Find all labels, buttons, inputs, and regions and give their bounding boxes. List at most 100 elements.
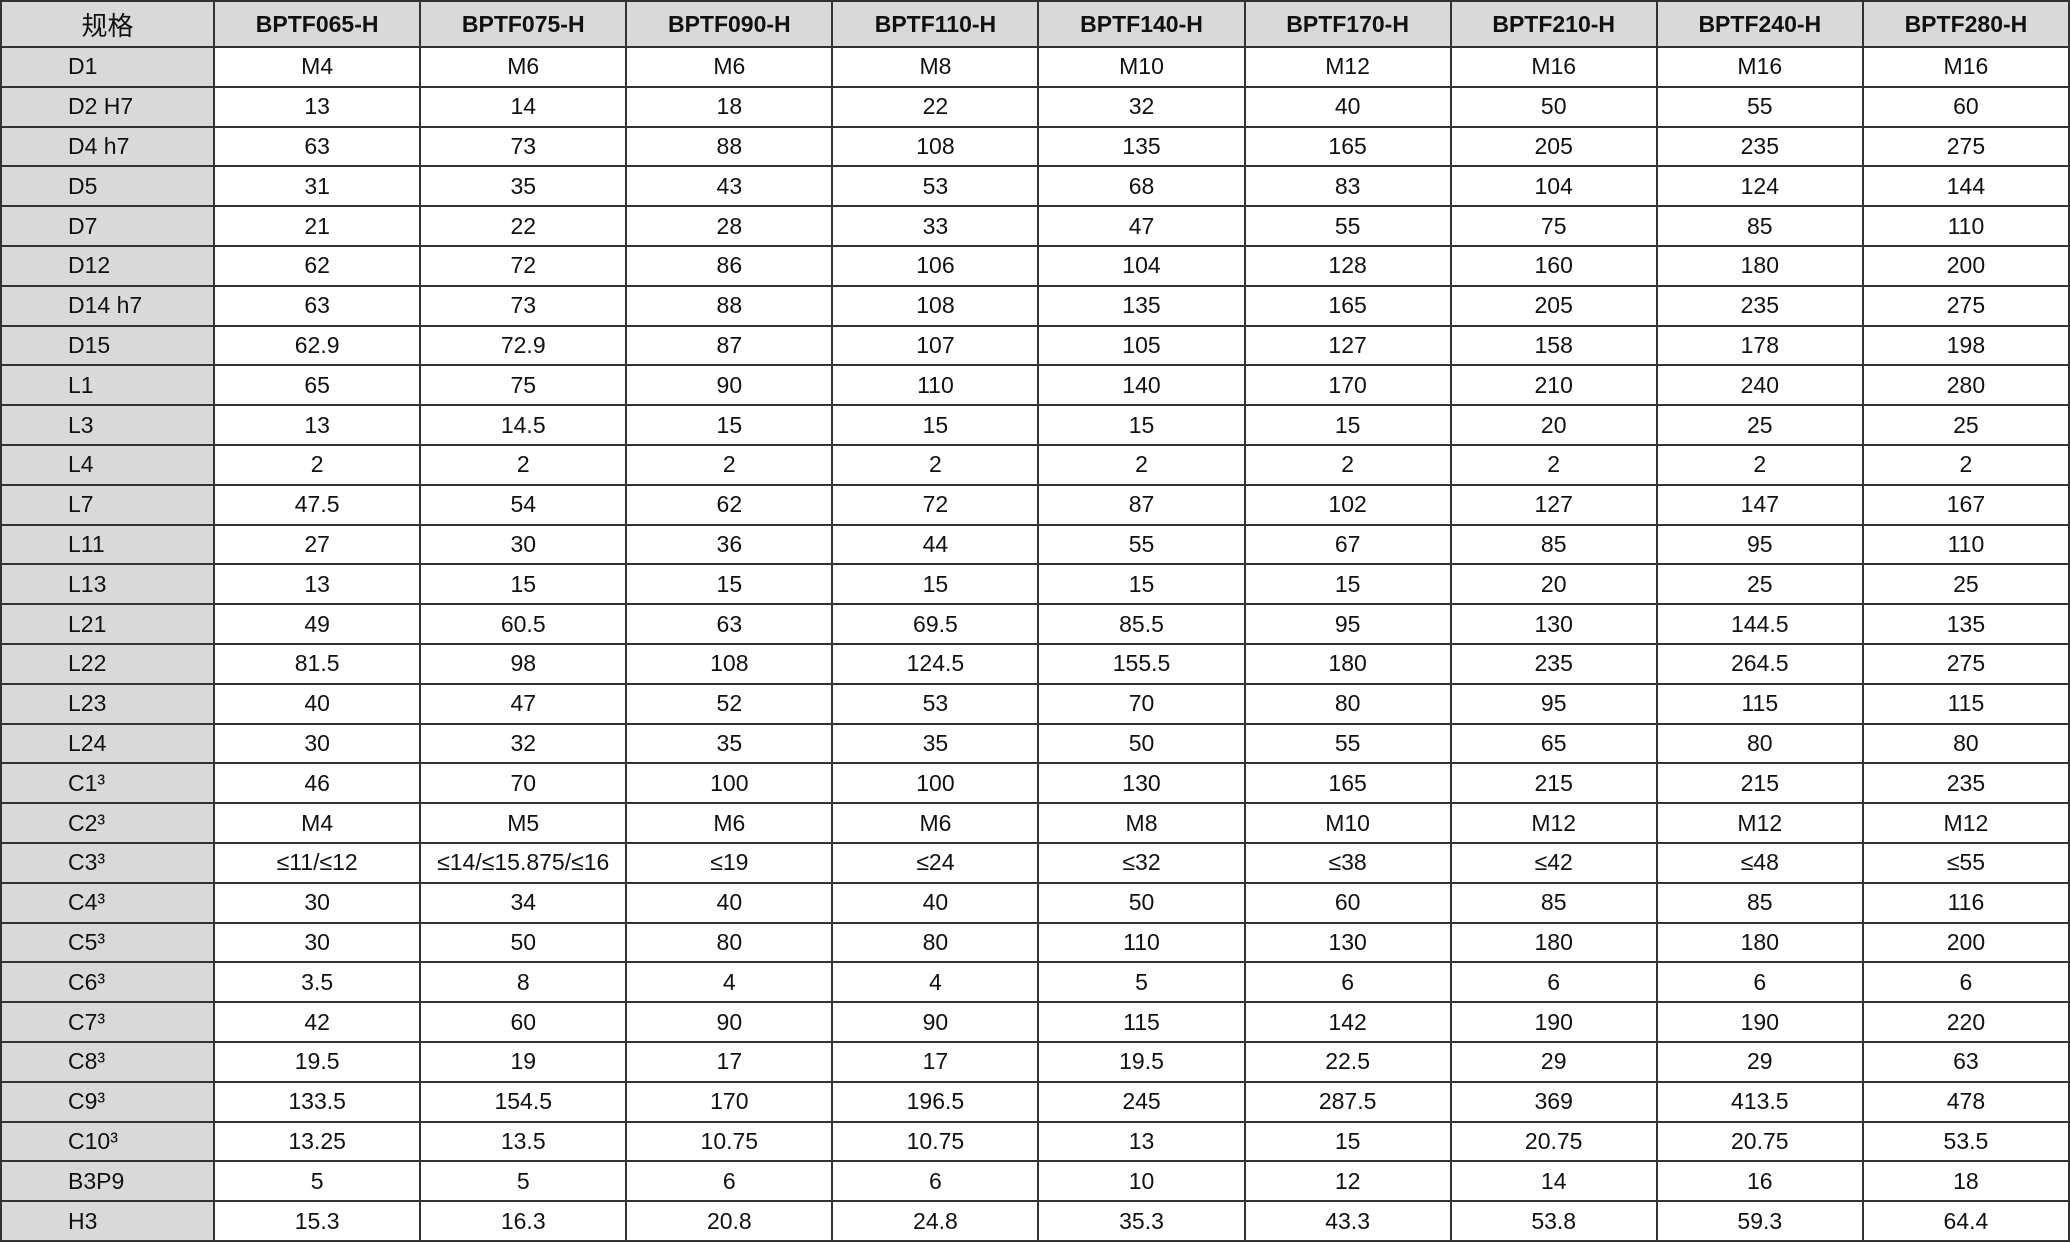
table-cell: 17	[831, 1040, 1040, 1083]
table-cell: 210	[1449, 364, 1658, 407]
table-cell: 65	[1449, 722, 1658, 765]
table-cell: 13.25	[213, 1120, 422, 1163]
table-cell: 2	[1243, 443, 1452, 486]
table-cell: 158	[1449, 324, 1658, 367]
table-cell: 105	[1037, 324, 1246, 367]
table-cell: 15.3	[213, 1200, 422, 1242]
row-label: L21	[0, 603, 216, 645]
table-cell: ≤55	[1861, 841, 2070, 884]
table-cell: 15	[1243, 563, 1452, 606]
table-cell: 25	[1655, 563, 1864, 606]
table-cell: 4	[831, 961, 1040, 1004]
table-cell: 19.5	[1037, 1040, 1246, 1083]
row-label: H3	[0, 1200, 216, 1242]
table-cell: 35	[419, 165, 628, 208]
table-cell: 180	[1655, 921, 1864, 964]
table-cell: 35	[831, 722, 1040, 765]
row-label: L4	[0, 443, 216, 486]
row-label: C6³	[0, 961, 216, 1004]
table-cell: 85	[1655, 881, 1864, 924]
table-cell: 280	[1861, 364, 2070, 407]
table-cell: ≤19	[625, 841, 834, 884]
table-row: L1 65 75 90 110 140 170 210 240 280	[0, 364, 2070, 407]
table-cell: 235	[1655, 125, 1864, 168]
table-cell: M6	[625, 802, 834, 844]
table-cell: 70	[1037, 682, 1246, 725]
table-cell: 215	[1449, 762, 1658, 805]
table-cell: 69.5	[831, 603, 1040, 645]
table-cell: 478	[1861, 1080, 2070, 1123]
table-cell: 81.5	[213, 642, 422, 685]
table-cell: 124	[1655, 165, 1864, 208]
corner-header: 规格	[0, 0, 216, 48]
table-row: C6³ 3.5 8 4 4 5 6 6 6 6	[0, 961, 2070, 1004]
row-label: L7	[0, 483, 216, 526]
table-cell: 98	[419, 642, 628, 685]
table-cell: 87	[625, 324, 834, 367]
table-cell: M12	[1449, 802, 1658, 844]
table-cell: M5	[419, 802, 628, 844]
table-cell: 235	[1449, 642, 1658, 685]
table-cell: 275	[1861, 284, 2070, 327]
table-cell: 55	[1037, 523, 1246, 566]
table-cell: 28	[625, 205, 834, 247]
table-cell: 220	[1861, 1001, 2070, 1043]
table-cell: 40	[213, 682, 422, 725]
table-cell: M6	[831, 802, 1040, 844]
table-cell: 90	[831, 1001, 1040, 1043]
table-cell: 10.75	[625, 1120, 834, 1163]
table-cell: 6	[831, 1160, 1040, 1203]
table-cell: M4	[213, 46, 422, 88]
table-cell: 264.5	[1655, 642, 1864, 685]
table-cell: 196.5	[831, 1080, 1040, 1123]
table-cell: 128	[1243, 244, 1452, 287]
row-label: L13	[0, 563, 216, 606]
table-cell: 47.5	[213, 483, 422, 526]
table-row: D1 M4 M6 M6 M8 M10 M12 M16 M16 M16	[0, 46, 2070, 88]
table-cell: ≤48	[1655, 841, 1864, 884]
column-header: BPTF090-H	[625, 0, 834, 48]
table-cell: 53.5	[1861, 1120, 2070, 1163]
table-cell: 15	[625, 404, 834, 446]
table-cell: ≤32	[1037, 841, 1246, 884]
row-label: D7	[0, 205, 216, 247]
table-cell: 44	[831, 523, 1040, 566]
table-cell: 42	[213, 1001, 422, 1043]
table-row: H3 15.3 16.3 20.8 24.8 35.3 43.3 53.8 59.3 64.4	[0, 1200, 2070, 1242]
table-cell: 124.5	[831, 642, 1040, 685]
row-label: D2 H7	[0, 85, 216, 128]
table-row: D14 h7 63 73 88 108 135 165 205 235 275	[0, 284, 2070, 327]
table-cell: 80	[1655, 722, 1864, 765]
table-cell: 245	[1037, 1080, 1246, 1123]
table-cell: 104	[1449, 165, 1658, 208]
table-cell: 34	[419, 881, 628, 924]
column-header: BPTF110-H	[831, 0, 1040, 48]
table-cell: 25	[1861, 563, 2070, 606]
table-cell: 12	[1243, 1160, 1452, 1203]
table-cell: 13	[1037, 1120, 1246, 1163]
table-cell: 6	[1449, 961, 1658, 1004]
row-label: D4 h7	[0, 125, 216, 168]
table-cell: 235	[1861, 762, 2070, 805]
table-cell: 16.3	[419, 1200, 628, 1242]
table-cell: 20	[1449, 404, 1658, 446]
table-cell: 6	[1243, 961, 1452, 1004]
table-cell: 50	[1037, 881, 1246, 924]
table-cell: 107	[831, 324, 1040, 367]
table-cell: 20.8	[625, 1200, 834, 1242]
table-cell: 15	[831, 404, 1040, 446]
table-cell: 2	[213, 443, 422, 486]
table-cell: M4	[213, 802, 422, 844]
row-label: C1³	[0, 762, 216, 805]
table-cell: 19.5	[213, 1040, 422, 1083]
row-label: L11	[0, 523, 216, 566]
row-label: C8³	[0, 1040, 216, 1083]
table-row: C9³ 133.5 154.5 170 196.5 245 287.5 369 413.5 478	[0, 1080, 2070, 1123]
table-cell: 50	[1449, 85, 1658, 128]
table-cell: 72	[831, 483, 1040, 526]
table-row: L13 13 15 15 15 15 15 20 25 25	[0, 563, 2070, 606]
table-cell: 6	[1655, 961, 1864, 1004]
table-cell: 127	[1243, 324, 1452, 367]
table-row: C8³ 19.5 19 17 17 19.5 22.5 29 29 63	[0, 1040, 2070, 1083]
table-cell: 205	[1449, 125, 1658, 168]
